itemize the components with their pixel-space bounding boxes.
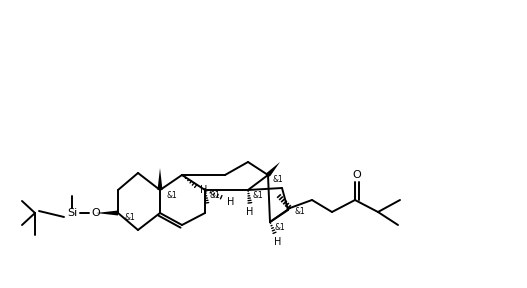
Polygon shape — [96, 211, 118, 215]
Text: &1: &1 — [275, 223, 286, 232]
Text: &1: &1 — [252, 190, 264, 200]
Text: O: O — [92, 208, 100, 218]
Text: H: H — [200, 185, 208, 195]
Text: &1: &1 — [167, 190, 178, 200]
Text: &1: &1 — [295, 207, 305, 217]
Text: O: O — [353, 170, 362, 180]
Text: &1: &1 — [272, 175, 284, 185]
Polygon shape — [266, 162, 280, 177]
Text: &1: &1 — [210, 190, 220, 200]
Text: H: H — [275, 237, 282, 247]
Text: H: H — [227, 197, 235, 207]
Text: &1: &1 — [124, 213, 135, 223]
Text: Si: Si — [67, 208, 77, 218]
Polygon shape — [158, 168, 162, 190]
Text: H: H — [246, 207, 253, 217]
